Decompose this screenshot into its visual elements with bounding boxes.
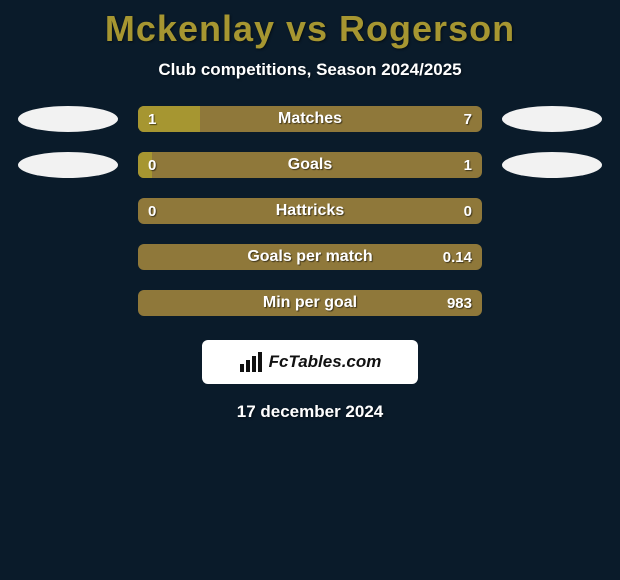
bar-overlay: 0 Hattricks 0 (138, 198, 482, 224)
right-club-badge (502, 198, 602, 224)
metric-row: Min per goal 983 (0, 290, 620, 316)
left-club-badge (18, 290, 118, 316)
right-value: 1 (440, 157, 472, 174)
metric-label: Goals (180, 156, 440, 174)
left-value: 0 (148, 203, 180, 220)
club-placeholder-icon (18, 106, 118, 132)
metric-row: 0 Hattricks 0 (0, 198, 620, 224)
bar-overlay: Min per goal 983 (138, 290, 482, 316)
metric-label: Min per goal (180, 294, 440, 312)
left-club-badge (18, 152, 118, 178)
subtitle: Club competitions, Season 2024/2025 (158, 60, 461, 80)
left-club-badge (18, 106, 118, 132)
metric-bar: Min per goal 983 (138, 290, 482, 316)
club-placeholder-icon (18, 152, 118, 178)
page-title: Mckenlay vs Rogerson (105, 8, 515, 50)
brand-text: FcTables.com (269, 352, 382, 372)
right-club-badge (502, 290, 602, 316)
right-club-badge (502, 106, 602, 132)
brand-box: FcTables.com (202, 340, 418, 384)
metric-bar: 1 Matches 7 (138, 106, 482, 132)
metric-bar: Goals per match 0.14 (138, 244, 482, 270)
metric-bar: 0 Goals 1 (138, 152, 482, 178)
club-placeholder-icon (502, 152, 602, 178)
bar-chart-icon (239, 352, 263, 372)
bar-overlay: Goals per match 0.14 (138, 244, 482, 270)
metric-row: 0 Goals 1 (0, 152, 620, 178)
bar-overlay: 1 Matches 7 (138, 106, 482, 132)
metric-label: Hattricks (180, 202, 440, 220)
metric-row: Goals per match 0.14 (0, 244, 620, 270)
date-label: 17 december 2024 (237, 402, 384, 422)
content: Mckenlay vs Rogerson Club competitions, … (0, 0, 620, 422)
left-club-badge (18, 198, 118, 224)
metric-label: Matches (180, 110, 440, 128)
right-club-badge (502, 244, 602, 270)
left-value: 1 (148, 111, 180, 128)
metric-bar: 0 Hattricks 0 (138, 198, 482, 224)
bar-overlay: 0 Goals 1 (138, 152, 482, 178)
right-club-badge (502, 152, 602, 178)
left-value: 0 (148, 157, 180, 174)
right-value: 0.14 (440, 249, 472, 266)
club-placeholder-icon (502, 106, 602, 132)
right-value: 7 (440, 111, 472, 128)
comparison-rows: 1 Matches 7 0 Goals 1 (0, 106, 620, 316)
metric-label: Goals per match (180, 248, 440, 266)
metric-row: 1 Matches 7 (0, 106, 620, 132)
left-club-badge (18, 244, 118, 270)
right-value: 983 (440, 295, 472, 312)
right-value: 0 (440, 203, 472, 220)
